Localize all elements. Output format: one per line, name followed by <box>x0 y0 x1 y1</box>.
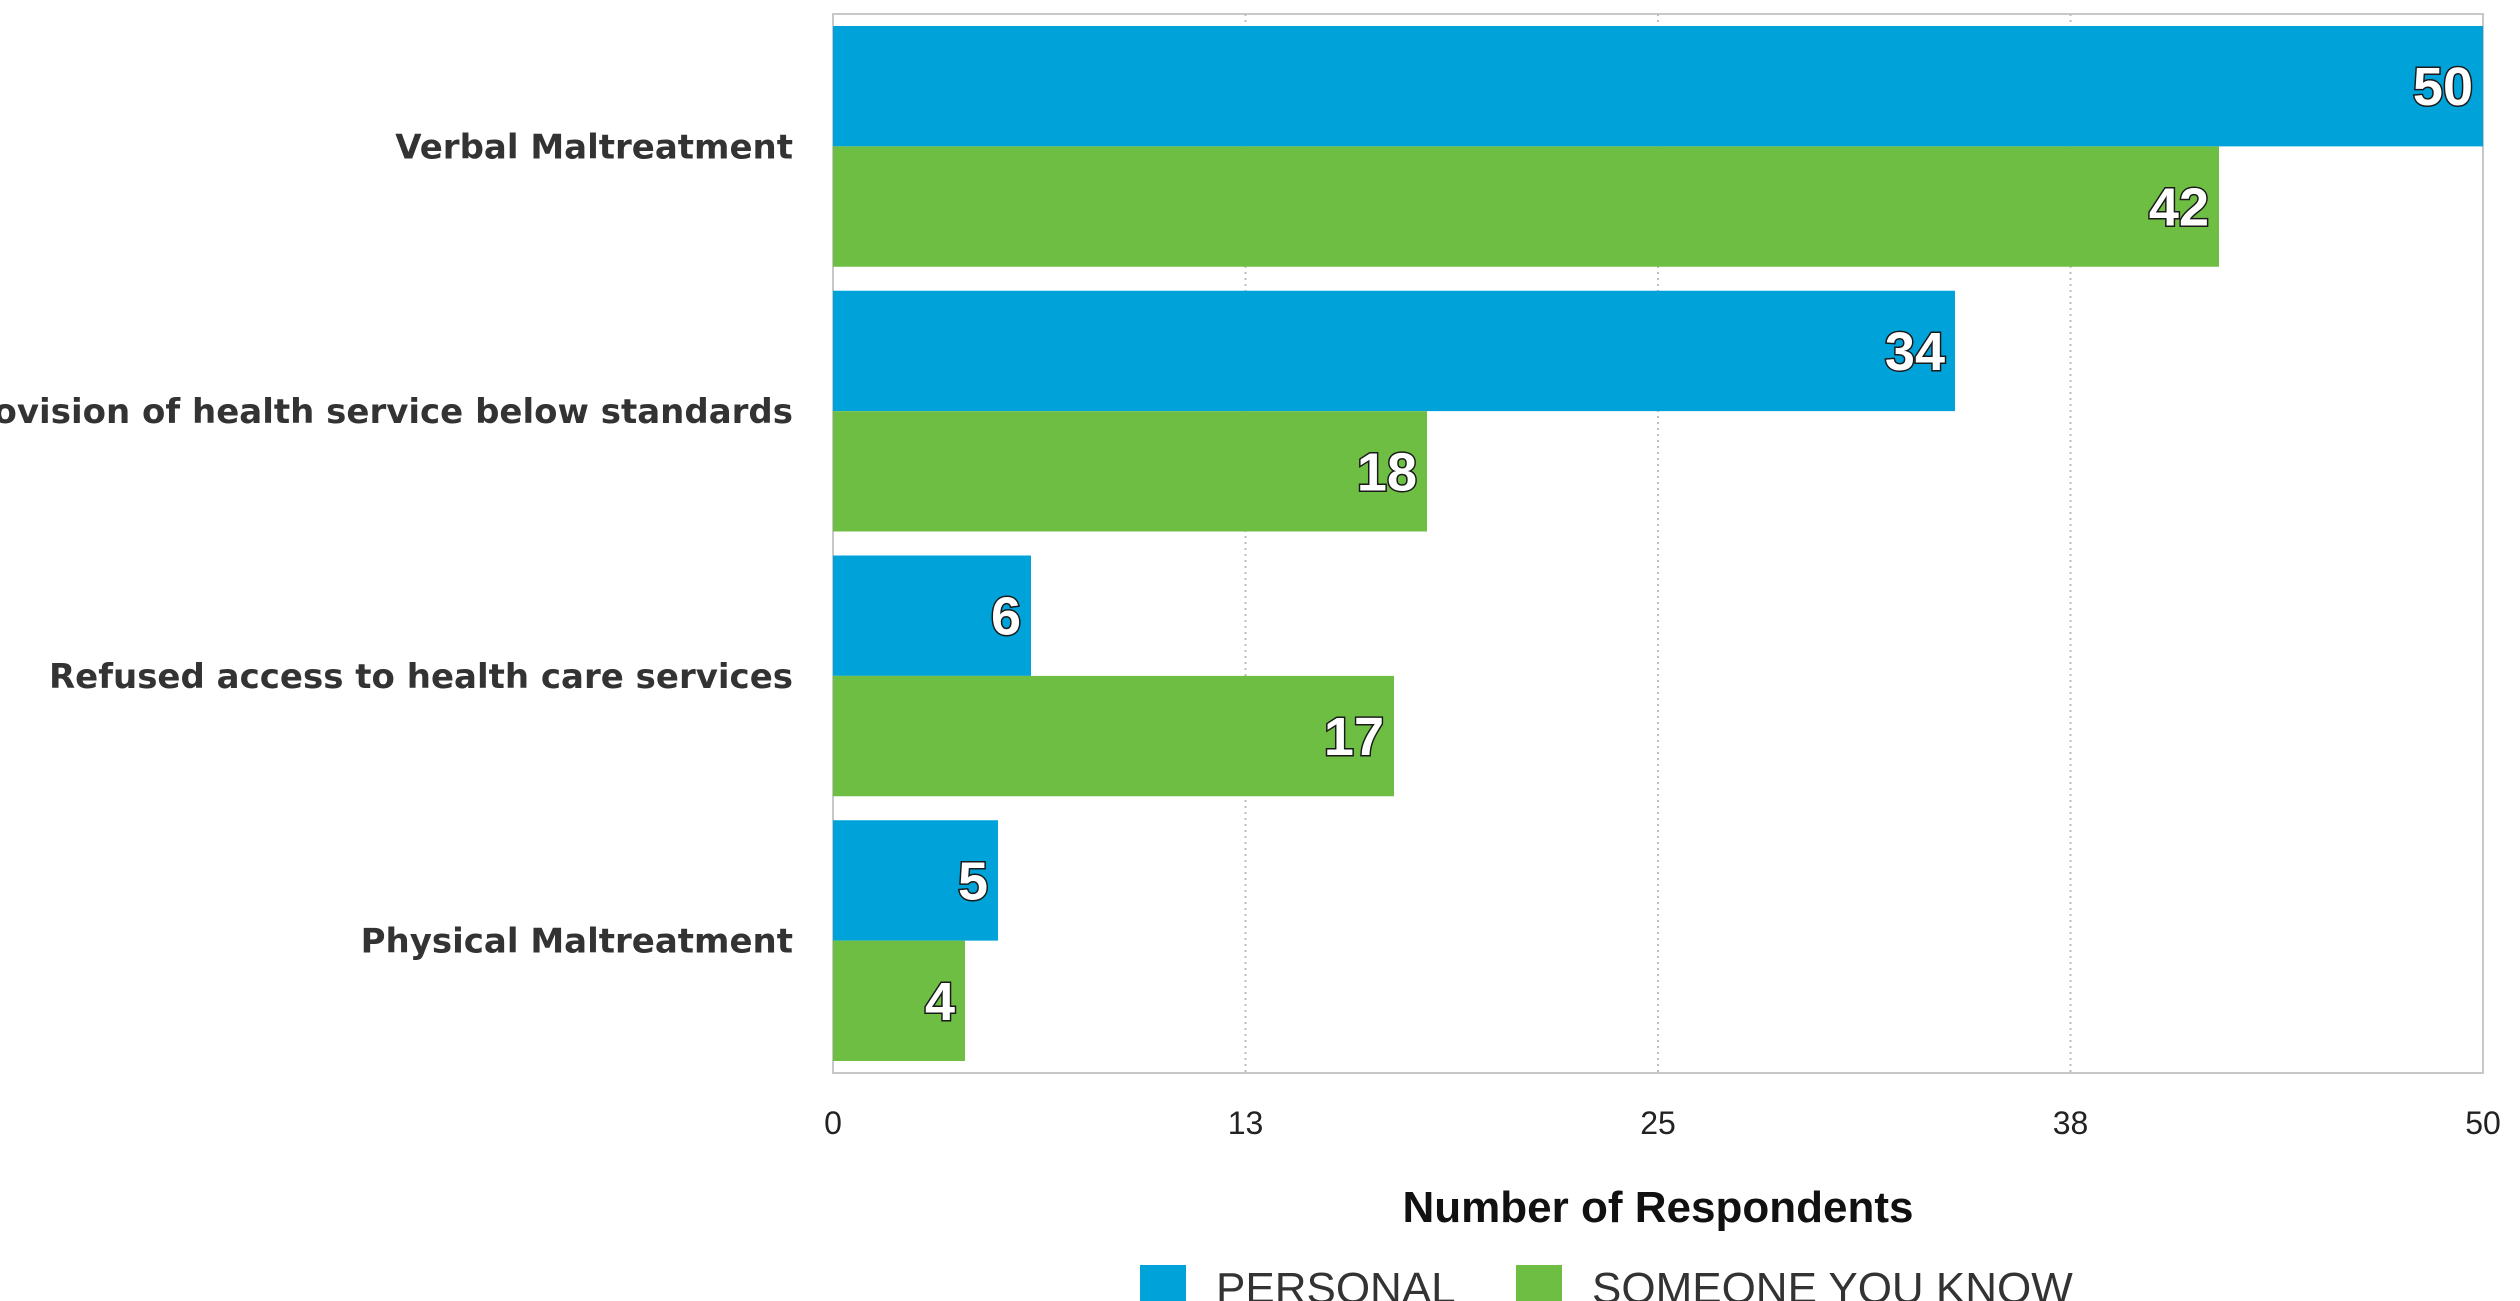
category-labels: Verbal Maltreatment Provision of health s… <box>0 127 793 961</box>
category-label: Refused access to health care services <box>49 657 793 697</box>
x-tick-label: 0 <box>824 1105 842 1141</box>
x-axis-title: Number of Respondents <box>1403 1183 1914 1232</box>
category-label: Verbal Maltreatment <box>395 127 793 167</box>
x-tick-label: 25 <box>1640 1105 1676 1141</box>
legend-swatch <box>1516 1265 1562 1301</box>
data-label: 17 <box>1324 707 1384 767</box>
data-label: 4 <box>925 972 955 1032</box>
bar <box>833 820 998 941</box>
bar <box>833 675 1394 797</box>
bars: 50 42 34 18 6 17 5 4 <box>833 26 2483 1061</box>
x-tick-labels: 0 13 25 38 50 <box>824 1105 2501 1141</box>
gridlines <box>1244 14 2072 1073</box>
bar <box>833 555 1031 676</box>
bar <box>833 26 2483 147</box>
x-tick-label: 38 <box>2053 1105 2089 1141</box>
bar <box>833 290 1955 412</box>
data-label: 5 <box>958 851 988 911</box>
legend-label: PERSONAL <box>1216 1264 1456 1301</box>
data-label: 6 <box>991 587 1021 647</box>
data-label: 42 <box>2149 178 2209 238</box>
legend-swatch <box>1140 1265 1186 1301</box>
data-label: 18 <box>1357 442 1417 502</box>
data-label: 34 <box>1885 322 1945 382</box>
data-label: 50 <box>2413 57 2473 117</box>
category-label: Provision of health service below standa… <box>0 392 793 432</box>
category-label: Physical Maltreatment <box>361 922 793 962</box>
bar <box>833 940 965 1061</box>
bar <box>833 146 2219 267</box>
x-tick-label: 13 <box>1228 1105 1264 1141</box>
legend: PERSONAL SOMEONE YOU KNOW <box>1140 1264 2073 1301</box>
legend-label: SOMEONE YOU KNOW <box>1592 1264 2073 1301</box>
x-tick-label: 50 <box>2465 1105 2501 1141</box>
bar <box>833 411 1427 532</box>
